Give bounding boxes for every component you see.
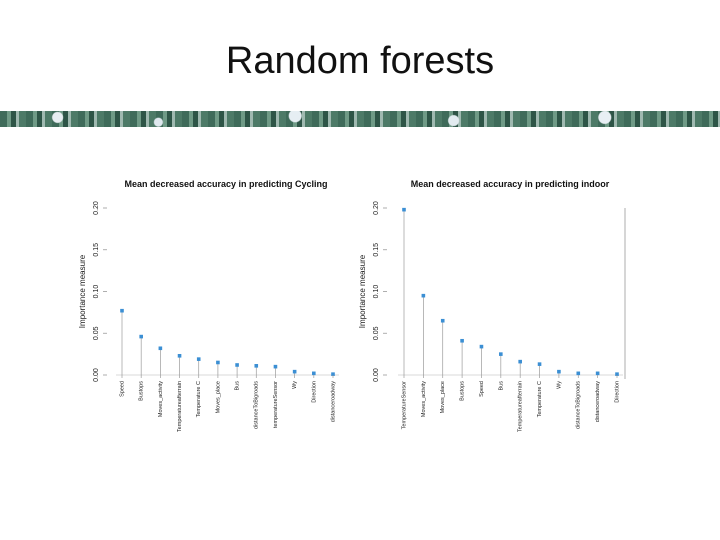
data-point: [158, 346, 163, 351]
x-tick-label: temperatureSensor: [273, 381, 279, 428]
data-point: [254, 364, 259, 368]
data-point: [518, 359, 522, 364]
x-tick-label: Speed: [119, 381, 125, 397]
data-point: [196, 357, 201, 361]
x-tick-label: TemperatureSensor: [401, 381, 407, 429]
y-tick-label: 0.05: [373, 326, 380, 340]
data-point: [292, 369, 297, 374]
y-tick-label: 0.05: [93, 326, 100, 340]
y-axis-label: Importance measure: [78, 254, 87, 328]
x-tick-label: distanceToBigroads: [576, 381, 582, 429]
x-tick-label: distanceroadway: [595, 381, 601, 423]
data-point: [421, 293, 426, 298]
x-tick-label: Speed: [479, 381, 485, 397]
x-tick-label: Temperature C: [196, 381, 202, 417]
x-tick-label: Direction: [311, 381, 317, 403]
x-tick-label: Direction: [614, 381, 620, 403]
x-tick-label: Bus: [235, 381, 241, 391]
y-tick-label: 0.15: [373, 243, 380, 257]
x-tick-label: Bustops: [139, 381, 145, 401]
data-point: [273, 364, 278, 369]
forest-banner-image: [0, 111, 720, 127]
data-point: [615, 372, 619, 376]
x-tick-label: Wy: [556, 381, 562, 389]
data-point: [216, 360, 220, 365]
y-tick-label: 0.10: [93, 285, 100, 299]
data-point: [557, 369, 561, 374]
data-point: [440, 318, 445, 323]
x-tick-label: Wy: [292, 381, 298, 389]
data-point: [331, 372, 335, 376]
chart-cycling: Mean decreased accuracy in predicting Cy…: [78, 179, 339, 432]
data-point: [499, 352, 503, 356]
data-point: [139, 334, 143, 339]
y-tick-label: 0.20: [373, 201, 380, 215]
chart-title: Mean decreased accuracy in predicting Cy…: [124, 179, 327, 189]
y-axis-label: Importance measure: [358, 254, 367, 328]
data-point: [402, 207, 406, 212]
y-tick-label: 0.20: [93, 201, 100, 215]
y-tick-label: 0.10: [373, 285, 380, 299]
slide-title: Random forests: [225, 40, 495, 82]
x-tick-label: Moves_place: [440, 381, 446, 413]
data-point: [576, 371, 581, 376]
x-tick-label: Bustops: [460, 381, 466, 401]
y-tick-label: 0.00: [93, 368, 100, 382]
x-tick-label: Bus: [498, 381, 504, 391]
x-tick-label: Temperatureafterrain: [177, 381, 183, 432]
chart-title: Mean decreased accuracy in predicting in…: [411, 179, 610, 189]
x-tick-label: distanceroadway: [330, 381, 336, 423]
data-point: [479, 344, 484, 349]
chart-indoor: Mean decreased accuracy in predicting in…: [358, 179, 626, 432]
data-point: [537, 362, 542, 366]
data-point: [120, 308, 124, 313]
data-point: [460, 338, 464, 343]
y-tick-label: 0.15: [93, 243, 100, 257]
data-point: [177, 353, 182, 358]
x-tick-label: Moves_activity: [158, 381, 164, 417]
data-point: [235, 363, 239, 367]
data-point: [312, 371, 316, 376]
data-point: [595, 371, 600, 376]
x-tick-label: Temperatureafterrain: [518, 381, 524, 432]
x-tick-label: Moves_place: [215, 381, 221, 413]
x-tick-label: Temperature C: [537, 381, 543, 417]
x-tick-label: distanceToBigroads: [254, 381, 260, 429]
x-tick-label: Moves_activity: [421, 381, 427, 417]
y-tick-label: 0.00: [373, 368, 380, 382]
